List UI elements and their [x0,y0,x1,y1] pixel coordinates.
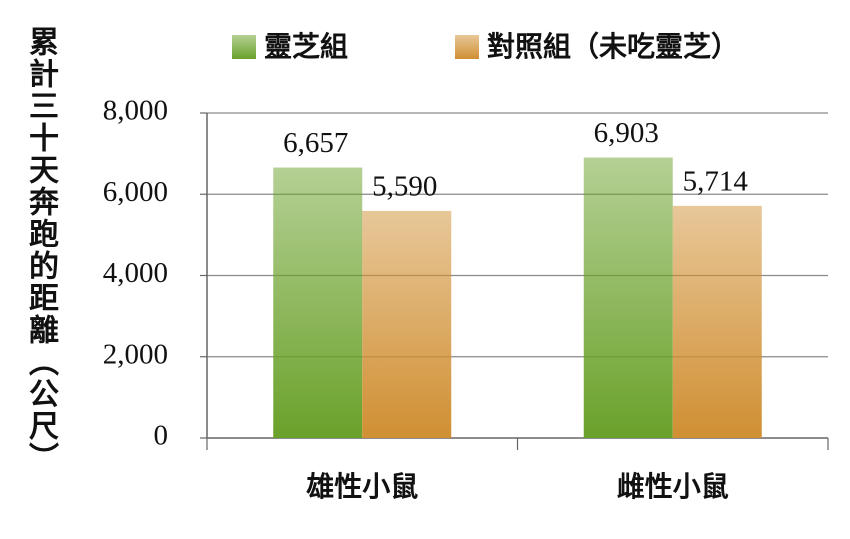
bar [672,205,762,438]
y-tick-label: 0 [154,420,169,452]
legend-label: 對照組（未吃靈芝） [487,30,739,63]
value-label: 5,714 [683,166,749,198]
bar [362,210,452,438]
value-label: 5,590 [372,171,437,203]
value-label: 6,903 [594,117,659,149]
y-tick-label: 8,000 [103,95,168,127]
bar [583,157,673,439]
y-tick-label: 6,000 [103,176,168,208]
y-axis-title: 累計三十天奔跑的距離（公尺） [23,26,58,474]
x-tick-label: 雌性小鼠 [617,470,729,503]
value-label: 6,657 [283,127,348,159]
legend-swatch [232,35,256,59]
legend-swatch [455,35,479,59]
x-tick-label: 雄性小鼠 [305,470,418,503]
legend-label: 靈芝組 [264,30,348,63]
y-tick-label: 2,000 [103,338,168,370]
y-tick-label: 4,000 [103,257,168,289]
bar [273,167,363,438]
